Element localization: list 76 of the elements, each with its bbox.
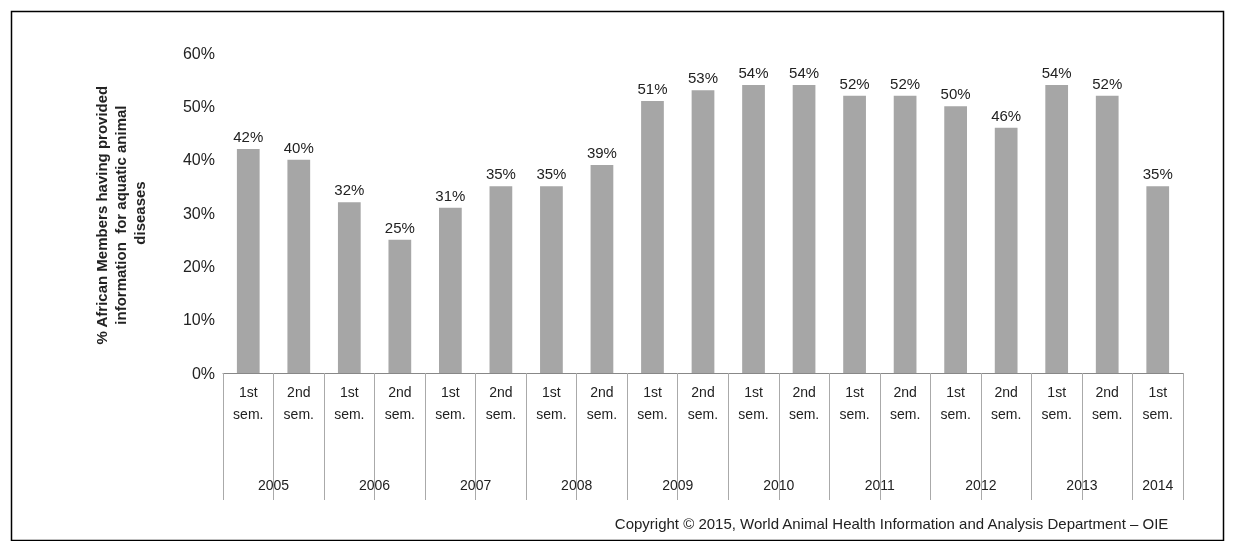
y-axis-title: % African Members having provided information for aquatic animal diseases	[92, 81, 148, 345]
bar	[1045, 85, 1069, 373]
bar	[388, 239, 412, 373]
data-label: 53%	[687, 69, 719, 87]
bar	[590, 165, 614, 373]
bar	[641, 101, 664, 373]
data-label: 46%	[991, 106, 1022, 124]
bar	[792, 85, 816, 373]
y-tick-label: 30%	[182, 204, 215, 222]
y-tick-label: 50%	[182, 97, 215, 115]
text: 2006	[359, 477, 391, 493]
bar	[337, 202, 361, 373]
bar	[691, 90, 715, 373]
data-label: 42%	[233, 128, 264, 145]
x-tick-label: 2nd sem.	[283, 384, 314, 422]
data-label: 25%	[384, 218, 415, 236]
x-tick-label: 1st sem.	[1142, 384, 1173, 422]
bar	[994, 127, 1018, 373]
x-tick-label: 1st sem.	[839, 384, 870, 422]
text: 2005	[257, 477, 290, 493]
text: 2009	[662, 477, 694, 493]
x-tick-label: 1st sem.	[435, 384, 466, 422]
bar	[944, 106, 967, 373]
x-tick-label: 1st sem.	[334, 384, 365, 422]
bar	[236, 149, 260, 373]
data-label: 35%	[485, 165, 516, 183]
x-tick-label: 1st sem.	[233, 384, 264, 422]
data-label: 54%	[738, 64, 769, 81]
bar	[1146, 186, 1170, 373]
x-tick-label: 1st sem.	[536, 384, 567, 422]
x-tick-label: 2nd sem.	[1092, 384, 1123, 422]
y-tick-label: 10%	[182, 311, 215, 329]
text: 2007	[460, 477, 492, 493]
data-label: 35%	[536, 165, 567, 183]
x-tick-label: 2nd sem.	[990, 384, 1022, 422]
y-tick-label: 0%	[191, 364, 215, 382]
bar	[540, 186, 563, 373]
data-label: 39%	[586, 144, 617, 161]
bar	[893, 95, 917, 373]
text: 2014	[1142, 477, 1174, 493]
x-tick-label: 2nd sem.	[687, 384, 719, 422]
bar	[439, 207, 462, 373]
data-label: 52%	[1092, 74, 1123, 92]
data-label: 31%	[435, 186, 466, 204]
x-tick-label: 2nd sem.	[384, 384, 416, 422]
text: 2010	[763, 477, 795, 493]
text: 2011	[864, 477, 896, 493]
bar	[489, 186, 513, 373]
bar	[287, 159, 311, 373]
data-label: 40%	[283, 138, 314, 156]
y-tick-label: 40%	[182, 151, 215, 169]
x-tick-label: 2nd sem.	[788, 384, 820, 422]
x-tick-label: 1st sem.	[940, 384, 971, 422]
y-tick-label: 20%	[182, 257, 215, 275]
x-tick-label: 2nd sem.	[889, 384, 921, 422]
data-label: 50%	[940, 85, 971, 103]
bar	[742, 85, 765, 373]
data-label: 35%	[1142, 165, 1173, 183]
data-label: 32%	[334, 181, 365, 199]
x-tick-label: 1st sem.	[738, 384, 769, 422]
bar	[843, 95, 866, 373]
x-tick-label: 2nd sem.	[586, 384, 618, 422]
data-label: 52%	[890, 74, 921, 92]
x-tick-label: 1st sem.	[1041, 384, 1072, 422]
text: Copyright © 2015, World Animal Health Information and Analysis Department – OIE	[614, 515, 1169, 532]
data-label: 52%	[839, 74, 870, 92]
data-label: 54%	[789, 64, 820, 81]
x-tick-label: 1st sem.	[637, 384, 668, 422]
data-label: 51%	[637, 80, 668, 97]
text: 2013	[1066, 477, 1098, 493]
x-tick-label: 2nd sem.	[485, 384, 517, 422]
y-tick-label: 60%	[182, 44, 215, 62]
text: 2008	[561, 477, 593, 493]
data-label: 54%	[1041, 64, 1072, 81]
text: 2012	[965, 477, 997, 493]
bar	[1095, 95, 1119, 373]
